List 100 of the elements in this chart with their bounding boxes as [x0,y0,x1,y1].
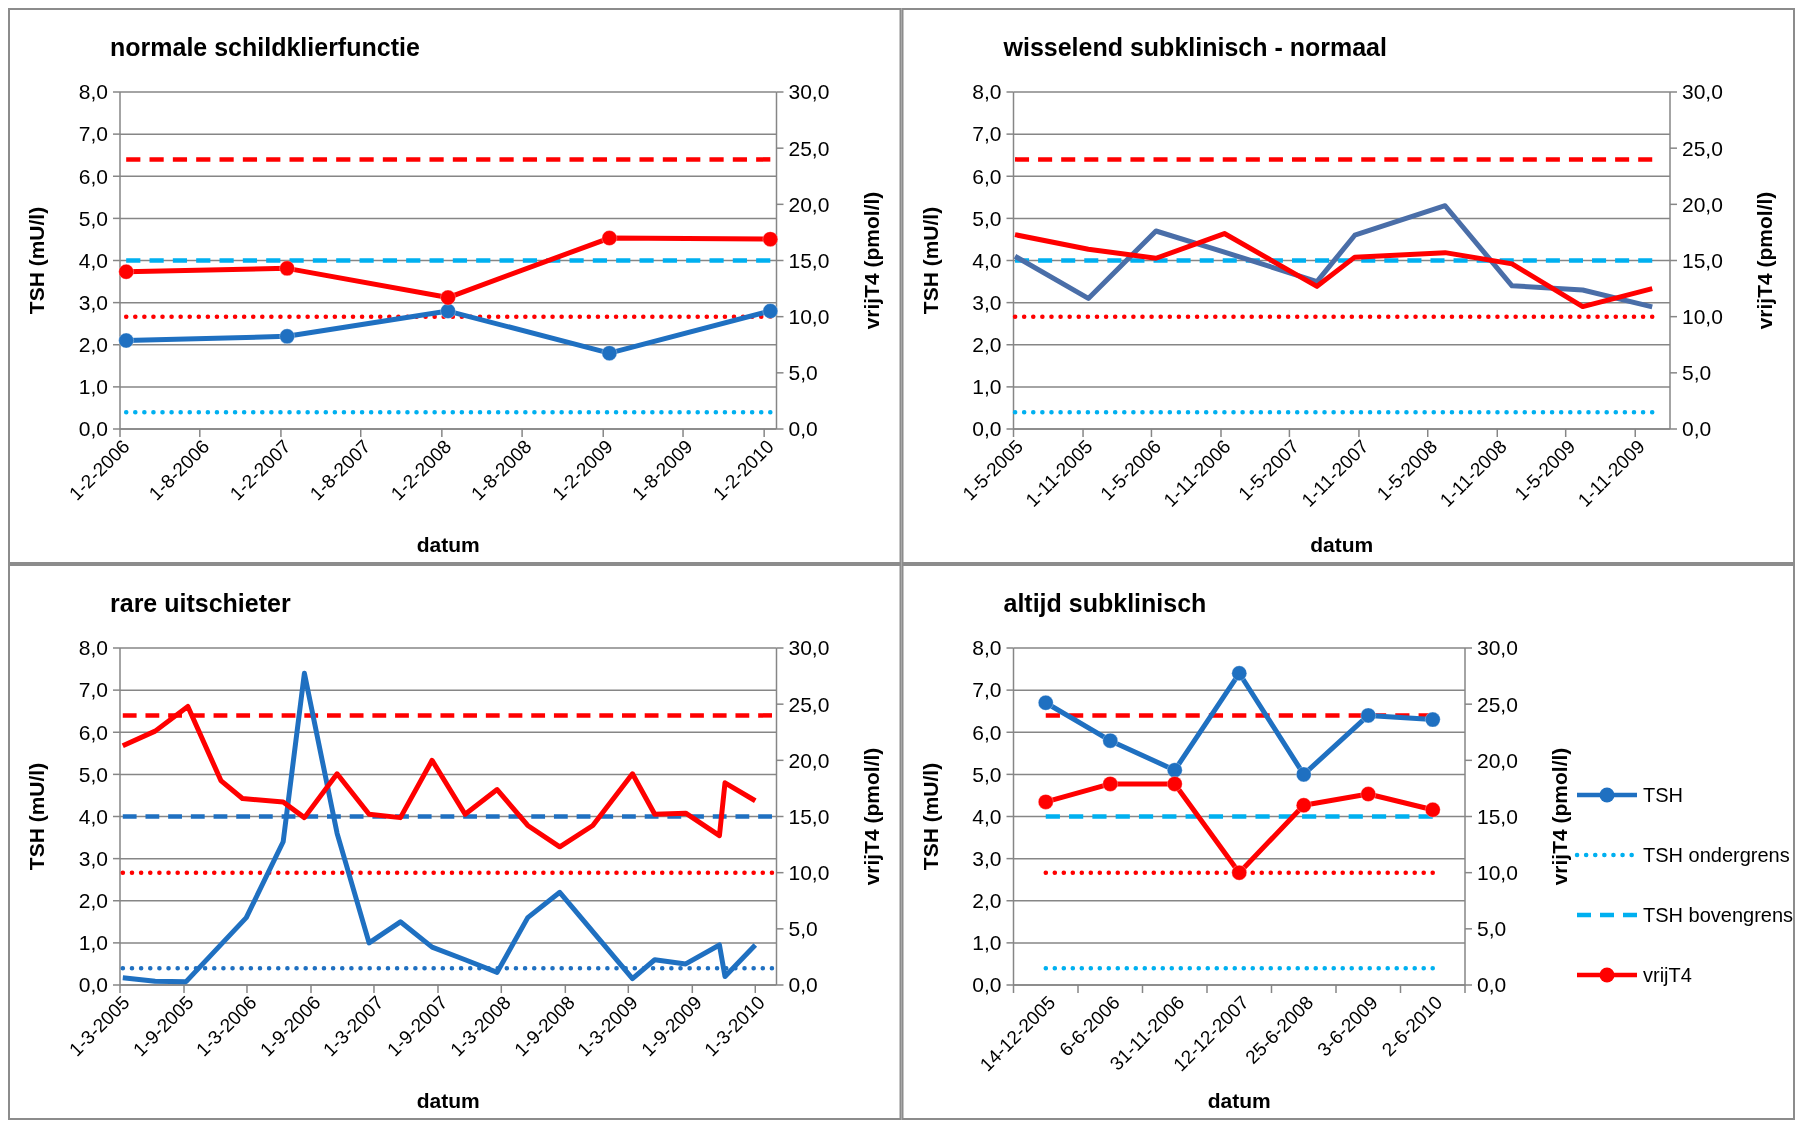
legend-label: TSH ondergrens [1643,844,1790,866]
y2-tick-label: 5,0 [1682,361,1712,385]
y2-tick-label: 30,0 [1682,80,1723,104]
point [601,345,618,362]
legend-label: TSH bovengrens [1643,904,1794,926]
point [1102,775,1119,792]
point [1295,797,1312,814]
y-tick-label: 7,0 [78,678,108,702]
y-tick-label: 5,0 [972,206,1002,230]
y-tick-label: 1,0 [972,931,1002,955]
y-tick-label: 1,0 [78,931,108,955]
point [1037,694,1054,711]
y2-axis-title: vrijT4 (pmol/l) [859,747,883,886]
x-axis-title: datum [416,533,480,556]
y-axis-title: TSH (mU/l) [918,206,942,315]
y-axis-title: TSH (mU/l) [25,762,48,871]
point [1102,732,1119,749]
legend-label: vrijT4 [1643,964,1692,986]
y-tick-label: 0,0 [972,417,1002,441]
y-tick-label: 4,0 [78,248,108,272]
y2-tick-label: 15,0 [788,804,830,828]
y2-tick-label: 20,0 [1477,748,1518,772]
y-tick-label: 7,0 [78,122,108,146]
y2-axis-title: vrijT4 (pmol/l) [859,191,883,330]
y-tick-label: 5,0 [78,762,108,786]
point [1231,665,1248,682]
point [1166,775,1183,792]
y2-axis-title: vrijT4 (pmol/l) [1753,191,1776,330]
point [1360,707,1377,724]
y-tick-label: 2,0 [78,889,108,913]
chart-title: altijd subklinisch [1003,589,1207,617]
y2-tick-label: 5,0 [788,361,818,385]
y2-tick-label: 20,0 [788,748,830,772]
y-tick-label: 7,0 [972,122,1002,146]
y-tick-label: 6,0 [78,720,108,744]
y2-tick-label: 0,0 [788,417,818,441]
x-axis-title: datum [416,1089,480,1112]
y2-tick-label: 10,0 [1682,305,1723,329]
y-tick-label: 2,0 [78,333,108,357]
x-axis-title: datum [1207,1089,1271,1112]
y-tick-label: 3,0 [78,846,108,870]
y-axis-title: TSH (mU/l) [918,762,942,871]
y2-tick-label: 25,0 [1477,692,1518,716]
y2-tick-label: 30,0 [788,636,830,660]
y-tick-label: 5,0 [972,762,1002,786]
y-tick-label: 8,0 [78,80,108,104]
y-tick-label: 0,0 [78,973,108,997]
point [1424,711,1441,728]
point [1231,864,1248,881]
y2-tick-label: 0,0 [788,973,818,997]
y-axis-title: TSH (mU/l) [25,206,48,315]
y2-tick-label: 10,0 [788,305,830,329]
y2-axis-title: vrijT4 (pmol/l) [1548,747,1571,886]
x-axis-title: datum [1310,533,1374,556]
y2-tick-label: 5,0 [1477,917,1507,941]
y2-tick-label: 0,0 [1682,417,1712,441]
y-tick-label: 4,0 [972,804,1002,828]
point [762,231,779,248]
y-tick-label: 2,0 [972,889,1002,913]
y-tick-label: 8,0 [78,636,108,660]
y-tick-label: 0,0 [78,417,108,441]
y2-tick-label: 15,0 [1477,804,1518,828]
point [279,260,296,277]
y-tick-label: 6,0 [78,164,108,188]
y2-tick-label: 15,0 [788,248,830,272]
y-tick-label: 6,0 [972,164,1002,188]
y2-tick-label: 0,0 [1477,973,1507,997]
y-tick-label: 5,0 [78,206,108,230]
y-tick-label: 1,0 [78,375,108,399]
point [279,328,296,345]
y2-tick-label: 10,0 [1477,861,1518,885]
y2-tick-label: 20,0 [1682,192,1723,216]
y2-tick-label: 10,0 [788,861,830,885]
y-tick-label: 3,0 [78,290,108,314]
y2-tick-label: 30,0 [788,80,830,104]
y2-tick-label: 25,0 [788,692,830,716]
point [118,263,135,280]
y2-tick-label: 25,0 [788,136,830,160]
point [601,230,618,247]
point [1037,793,1054,810]
chart-title: wisselend subklinisch - normaal [1002,33,1387,61]
chart-title: normale schildklierfunctie [110,33,420,61]
point [440,289,457,306]
y-tick-label: 1,0 [972,375,1002,399]
y-tick-label: 6,0 [972,720,1002,744]
y-tick-label: 2,0 [972,333,1002,357]
y-tick-label: 8,0 [972,636,1002,660]
y2-tick-label: 20,0 [788,192,830,216]
y-tick-label: 7,0 [972,678,1002,702]
point [762,303,779,320]
y2-tick-label: 30,0 [1477,636,1518,660]
chart-title: rare uitschieter [110,589,291,617]
point [118,332,135,349]
point [1295,766,1312,783]
point [440,303,457,320]
y-tick-label: 3,0 [972,846,1002,870]
legend-label: TSH [1643,784,1683,806]
point [1166,762,1183,779]
point [1360,786,1377,803]
y-tick-label: 4,0 [972,248,1002,272]
